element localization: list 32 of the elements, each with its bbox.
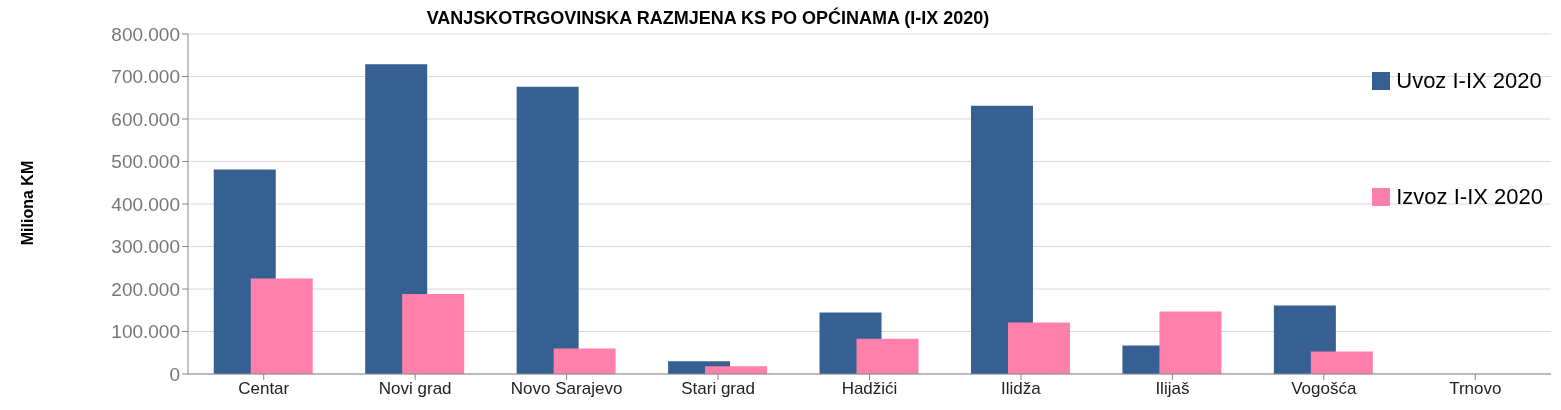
x-tick-label: Ilijaš: [1155, 379, 1190, 399]
x-tick-label: Centar: [238, 379, 290, 399]
y-tick-label: 200.000: [111, 278, 180, 300]
y-tick-label: 100.000: [111, 321, 180, 343]
x-tick-label: Novi grad: [378, 379, 452, 399]
bar: [1310, 351, 1373, 374]
y-tick-label: 700.000: [111, 66, 180, 88]
y-tick-label: 500.000: [111, 151, 180, 173]
x-tick-label: Novo Sarajevo: [510, 379, 623, 399]
x-tick-label: Vogošća: [1291, 379, 1357, 399]
x-tick-label: Hadžići: [841, 379, 898, 399]
bar: [970, 105, 1033, 374]
bar: [516, 86, 579, 374]
chart-title: VANJSKOTRGOVINSKA RAZMJENA KS PO OPĆINAMA (I-IX 2020): [426, 8, 990, 28]
legend-label: Uvoz I-IX 2020: [1396, 68, 1542, 94]
bar: [705, 366, 768, 374]
bar: [402, 294, 465, 374]
y-tick-label: 800.000: [111, 23, 180, 45]
y-tick-label: 600.000: [111, 108, 180, 130]
legend-label: Izvoz I-IX 2020: [1396, 184, 1543, 210]
bar: [856, 338, 919, 374]
y-axis-title: Miliona KM: [19, 160, 37, 246]
bar: [553, 348, 616, 374]
bar: [1007, 322, 1070, 374]
bar: [250, 278, 313, 374]
y-tick-label: 0: [169, 363, 180, 385]
bar: [1159, 311, 1222, 374]
y-tick-label: 300.000: [111, 236, 180, 258]
x-tick-label: Trnovo: [1449, 379, 1502, 399]
x-tick-label: Ilidža: [1001, 379, 1042, 399]
y-tick-label: 400.000: [111, 193, 180, 215]
x-tick-label: Stari grad: [681, 379, 755, 399]
